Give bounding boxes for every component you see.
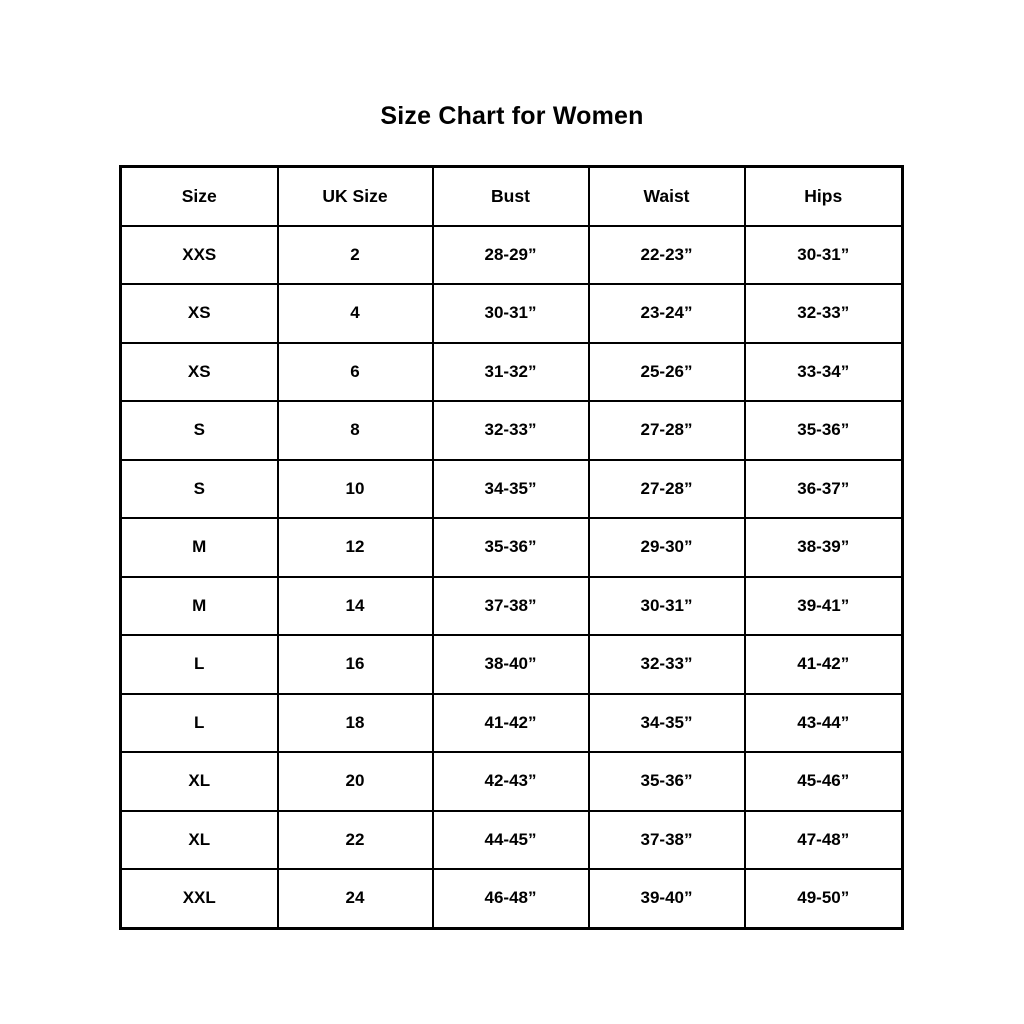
cell-hips: 47-48” bbox=[743, 809, 904, 870]
column-header-bust: Bust bbox=[431, 165, 590, 227]
size-table-container: Size UK Size Bust Waist Hips XXS 2 28-29… bbox=[119, 165, 904, 930]
column-header-uk-size: UK Size bbox=[276, 165, 434, 227]
cell-size: XXL bbox=[119, 868, 279, 929]
cell-hips: 30-31” bbox=[743, 224, 904, 285]
cell-hips: 45-46” bbox=[743, 751, 904, 812]
cell-uk: 4 bbox=[276, 283, 434, 344]
table-row: S 10 34-35” 27-28” 36-37” bbox=[119, 458, 904, 519]
table-row: M 14 37-38” 30-31” 39-41” bbox=[119, 575, 904, 636]
cell-hips: 32-33” bbox=[743, 283, 904, 344]
table-row: S 8 32-33” 27-28” 35-36” bbox=[119, 400, 904, 461]
cell-size: XL bbox=[119, 809, 279, 870]
cell-size: L bbox=[119, 692, 279, 753]
cell-uk: 22 bbox=[276, 809, 434, 870]
cell-size: S bbox=[119, 400, 279, 461]
cell-size: L bbox=[119, 634, 279, 695]
cell-uk: 2 bbox=[276, 224, 434, 285]
cell-bust: 46-48” bbox=[431, 868, 590, 929]
cell-waist: 39-40” bbox=[587, 868, 746, 929]
cell-bust: 38-40” bbox=[431, 634, 590, 695]
cell-bust: 37-38” bbox=[431, 575, 590, 636]
cell-waist: 22-23” bbox=[587, 224, 746, 285]
size-chart-table: Size UK Size Bust Waist Hips XXS 2 28-29… bbox=[119, 165, 904, 930]
cell-waist: 35-36” bbox=[587, 751, 746, 812]
table-body: XXS 2 28-29” 22-23” 30-31” XS 4 30-31” 2… bbox=[119, 224, 904, 929]
cell-uk: 18 bbox=[276, 692, 434, 753]
cell-size: M bbox=[119, 517, 279, 578]
cell-waist: 25-26” bbox=[587, 341, 746, 402]
cell-waist: 34-35” bbox=[587, 692, 746, 753]
page-title: Size Chart for Women bbox=[380, 102, 644, 130]
cell-size: XL bbox=[119, 751, 279, 812]
cell-hips: 33-34” bbox=[743, 341, 904, 402]
cell-uk: 12 bbox=[276, 517, 434, 578]
table-row: L 16 38-40” 32-33” 41-42” bbox=[119, 634, 904, 695]
cell-bust: 31-32” bbox=[431, 341, 590, 402]
table-row: XXL 24 46-48” 39-40” 49-50” bbox=[119, 868, 904, 929]
cell-hips: 39-41” bbox=[743, 575, 904, 636]
cell-bust: 32-33” bbox=[431, 400, 590, 461]
table-row: XS 4 30-31” 23-24” 32-33” bbox=[119, 283, 904, 344]
cell-hips: 41-42” bbox=[743, 634, 904, 695]
table-row: M 12 35-36” 29-30” 38-39” bbox=[119, 517, 904, 578]
cell-waist: 27-28” bbox=[587, 400, 746, 461]
table-row: XS 6 31-32” 25-26” 33-34” bbox=[119, 341, 904, 402]
cell-uk: 8 bbox=[276, 400, 434, 461]
table-header: Size UK Size Bust Waist Hips bbox=[119, 165, 904, 227]
cell-uk: 10 bbox=[276, 458, 434, 519]
cell-bust: 30-31” bbox=[431, 283, 590, 344]
cell-size: XXS bbox=[119, 224, 279, 285]
column-header-waist: Waist bbox=[587, 165, 746, 227]
cell-bust: 34-35” bbox=[431, 458, 590, 519]
cell-hips: 35-36” bbox=[743, 400, 904, 461]
table-row: XXS 2 28-29” 22-23” 30-31” bbox=[119, 224, 904, 285]
cell-hips: 49-50” bbox=[743, 868, 904, 929]
cell-waist: 30-31” bbox=[587, 575, 746, 636]
cell-bust: 44-45” bbox=[431, 809, 590, 870]
cell-hips: 38-39” bbox=[743, 517, 904, 578]
cell-size: S bbox=[119, 458, 279, 519]
table-row: L 18 41-42” 34-35” 43-44” bbox=[119, 692, 904, 753]
cell-uk: 6 bbox=[276, 341, 434, 402]
cell-hips: 36-37” bbox=[743, 458, 904, 519]
column-header-size: Size bbox=[119, 165, 279, 227]
cell-uk: 24 bbox=[276, 868, 434, 929]
column-header-hips: Hips bbox=[743, 165, 904, 227]
table-row: XL 22 44-45” 37-38” 47-48” bbox=[119, 809, 904, 870]
cell-hips: 43-44” bbox=[743, 692, 904, 753]
cell-uk: 20 bbox=[276, 751, 434, 812]
cell-uk: 16 bbox=[276, 634, 434, 695]
table-row: XL 20 42-43” 35-36” 45-46” bbox=[119, 751, 904, 812]
cell-size: XS bbox=[119, 283, 279, 344]
cell-waist: 37-38” bbox=[587, 809, 746, 870]
cell-size: XS bbox=[119, 341, 279, 402]
cell-waist: 32-33” bbox=[587, 634, 746, 695]
cell-bust: 41-42” bbox=[431, 692, 590, 753]
cell-bust: 42-43” bbox=[431, 751, 590, 812]
cell-waist: 29-30” bbox=[587, 517, 746, 578]
cell-waist: 27-28” bbox=[587, 458, 746, 519]
cell-uk: 14 bbox=[276, 575, 434, 636]
cell-bust: 28-29” bbox=[431, 224, 590, 285]
cell-bust: 35-36” bbox=[431, 517, 590, 578]
cell-waist: 23-24” bbox=[587, 283, 746, 344]
table-header-row: Size UK Size Bust Waist Hips bbox=[119, 165, 904, 227]
cell-size: M bbox=[119, 575, 279, 636]
